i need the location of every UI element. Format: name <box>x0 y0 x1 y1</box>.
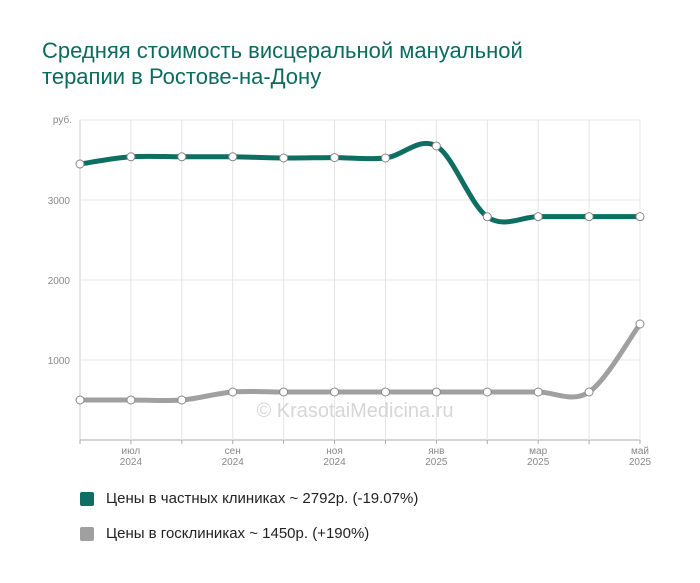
data-point <box>431 141 441 151</box>
chart-title: Средняя стоимость висцеральной мануально… <box>42 38 523 89</box>
data-point <box>635 319 645 329</box>
x-tick-label-part: 2024 <box>323 457 346 468</box>
data-point <box>330 153 340 163</box>
data-point <box>533 212 543 222</box>
data-point <box>533 387 543 397</box>
data-point <box>126 152 136 162</box>
x-tick-label-part: июл <box>122 446 141 457</box>
y-axis-label: руб. <box>53 114 72 126</box>
x-tick-label-part: сен <box>225 446 241 457</box>
legend-swatch <box>80 526 94 541</box>
x-tick-label: мар 2025 <box>527 446 550 468</box>
data-point <box>584 387 594 397</box>
legend-item: Цены в частных клиниках ~ 2792р. (-19.07… <box>80 490 418 507</box>
data-point <box>330 387 340 397</box>
data-point <box>177 395 187 405</box>
series-line <box>79 140 640 225</box>
data-point <box>584 212 594 222</box>
data-point <box>279 387 289 397</box>
legend-label: Цены в госклиниках ~ 1450р. (+190%) <box>106 525 370 542</box>
x-tick-label-part: 2025 <box>425 457 448 468</box>
y-tick-label: 3000 <box>48 196 71 207</box>
series-line <box>80 322 643 404</box>
x-tick-label-part: 2024 <box>120 457 143 468</box>
x-tick-label: янв 2025 <box>425 446 448 468</box>
x-tick-label: сен 2024 <box>222 446 245 468</box>
data-point <box>380 153 390 163</box>
data-point <box>228 152 238 162</box>
x-tick-label-part: мар <box>529 446 547 457</box>
x-tick-label-part: янв <box>428 446 444 457</box>
x-tick-label: ноя 2024 <box>323 446 346 468</box>
legend-label: Цены в частных клиниках ~ 2792р. (-19.07… <box>106 490 419 507</box>
x-tick-label-part: 2025 <box>527 457 550 468</box>
data-point <box>482 212 492 222</box>
data-point <box>482 387 492 397</box>
data-point <box>228 387 238 397</box>
data-point <box>279 153 289 163</box>
data-point <box>177 152 187 162</box>
data-point <box>431 387 441 397</box>
data-point <box>75 159 85 169</box>
x-tick-label-part: май <box>631 446 649 457</box>
data-point <box>75 395 85 405</box>
x-tick-label: май 2025 <box>629 446 652 468</box>
x-tick-label-part: 2024 <box>222 457 245 468</box>
data-point <box>635 212 645 222</box>
y-tick-label: 2000 <box>48 276 71 287</box>
data-point <box>126 395 136 405</box>
x-tick-label-part: 2025 <box>629 457 652 468</box>
legend-item: Цены в госклиниках ~ 1450р. (+190%) <box>80 525 369 542</box>
x-tick-label-part: ноя <box>326 446 343 457</box>
legend-swatch <box>80 491 94 506</box>
data-point <box>380 387 390 397</box>
watermark: © KrasotaiMedicina.ru <box>256 400 453 422</box>
x-tick-label: июл 2024 <box>120 446 143 468</box>
y-tick-label: 1000 <box>48 356 71 367</box>
